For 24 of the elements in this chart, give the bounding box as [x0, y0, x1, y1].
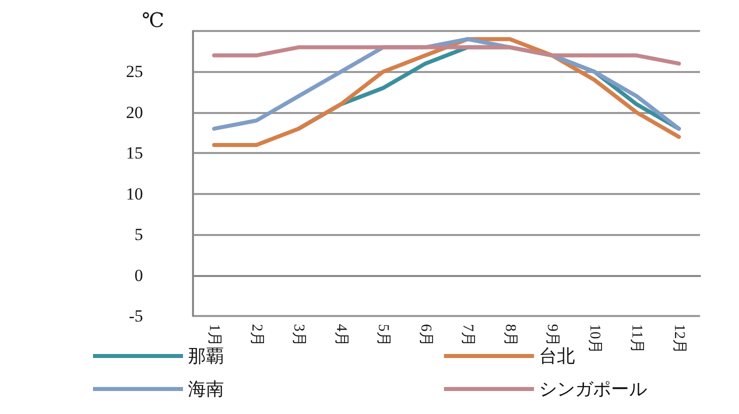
x-tick-label: 5月: [375, 324, 392, 346]
legend-label: 海南: [188, 379, 224, 399]
y-tick-label: 5: [134, 225, 143, 244]
y-tick-label: 25: [126, 62, 143, 82]
legend-label: 那覇: [188, 346, 224, 366]
y-tick-label: 20: [126, 102, 143, 122]
x-tick-label: 4月: [332, 324, 349, 346]
y-tick-label: 15: [126, 144, 143, 163]
y-tick-label: 0: [134, 266, 143, 285]
x-tick-label: 9月: [544, 324, 560, 346]
x-tick-label: 6月: [417, 324, 434, 346]
legend-label: シンガポール: [539, 379, 647, 399]
x-tick-label: 7月: [460, 324, 476, 346]
x-tick-label: 10月: [586, 324, 602, 354]
y-tick-label: -5: [128, 306, 143, 326]
y-axis-title: ℃: [142, 10, 164, 32]
x-tick-label: 3月: [290, 324, 307, 346]
x-tick-label: 2月: [248, 324, 264, 346]
x-tick-label: 1月: [206, 324, 222, 346]
x-tick-label: 12月: [670, 324, 687, 354]
x-tick-label: 11月: [628, 324, 645, 354]
x-tick-label: 8月: [502, 324, 518, 346]
y-tick-label: 10: [126, 184, 143, 204]
legend-label: 台北: [539, 346, 575, 366]
